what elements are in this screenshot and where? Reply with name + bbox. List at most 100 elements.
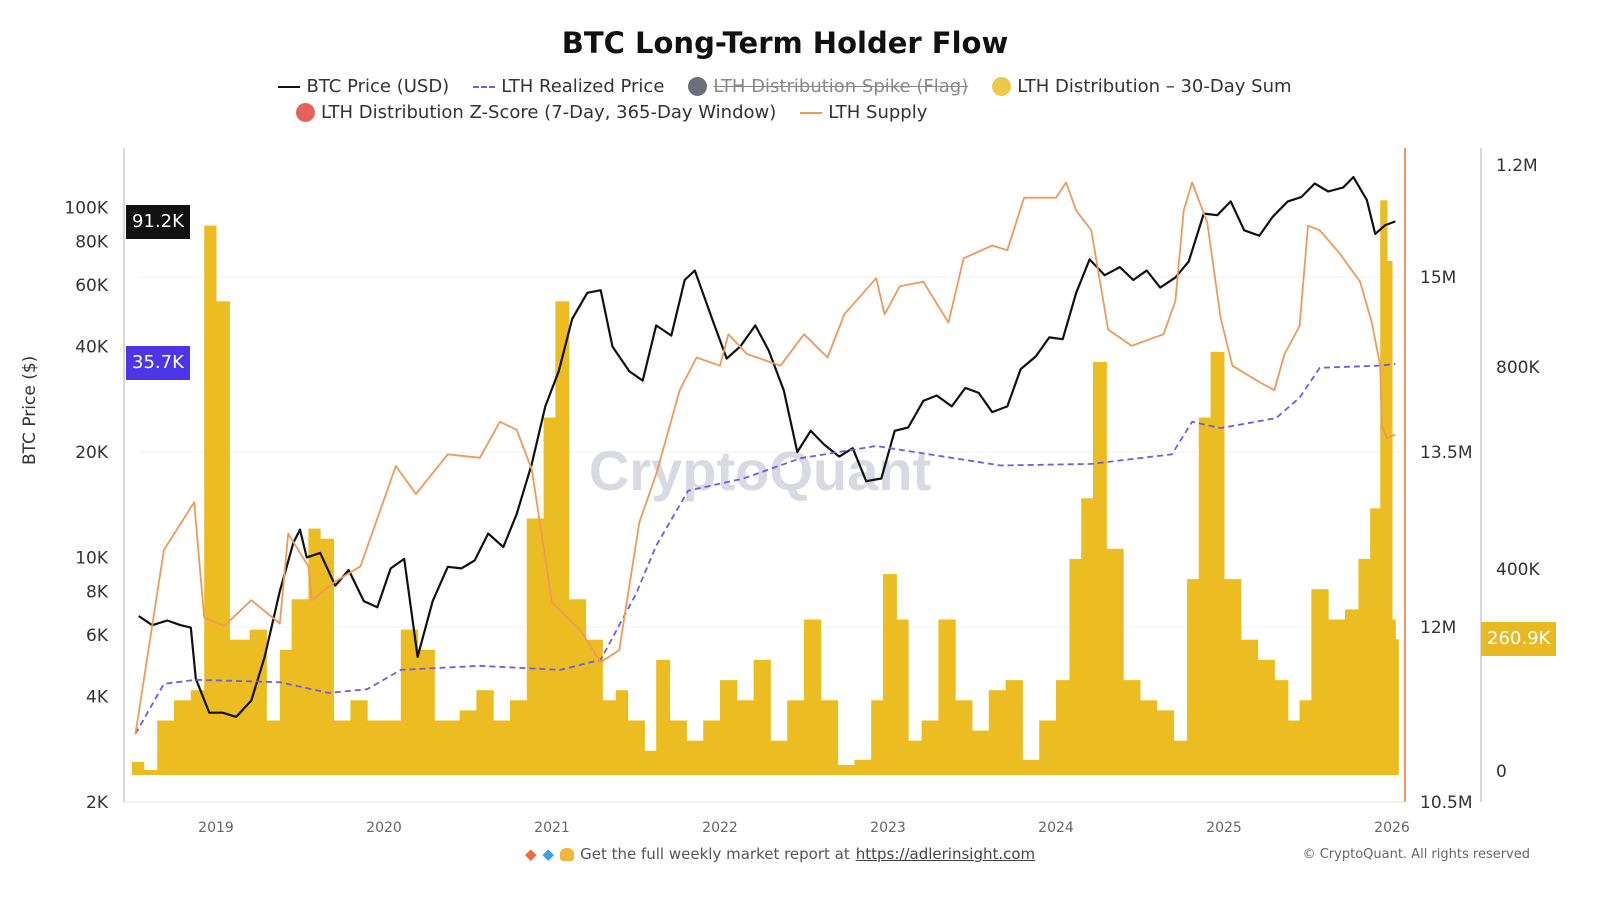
distribution-bar: [669, 720, 687, 775]
distribution-bar: [820, 700, 839, 775]
supply-tick-label: 13.5M: [1420, 443, 1473, 463]
distribution-bar: [1210, 351, 1225, 775]
distribution-bar: [174, 700, 192, 775]
distribution-bar: [459, 710, 477, 775]
distribution-bar: [384, 720, 402, 775]
price-tick-label: 80K: [75, 232, 109, 252]
legend-label: BTC Price (USD): [306, 76, 450, 97]
distribution-bar: [988, 690, 1007, 775]
distribution-bar: [543, 417, 556, 775]
distribution-bar: [837, 764, 855, 775]
distribution-bar: [132, 761, 145, 775]
orange-diamond-icon: ◆: [525, 845, 537, 863]
supply-tick-label: 15M: [1420, 268, 1456, 288]
legend-item-lth-supply[interactable]: LTH Supply: [800, 102, 927, 123]
distribution-bar: [1392, 619, 1396, 775]
distribution-bar: [367, 720, 385, 775]
distribution-bar: [204, 225, 217, 776]
footer: ◆ ◆ Get the full weekly market report at…: [525, 845, 1035, 863]
distribution-bar: [753, 659, 771, 775]
supply-tick-label: 12M: [1420, 618, 1456, 638]
distribution-bar: [896, 619, 909, 775]
distribution-last-value-badge: 260.9K: [1481, 622, 1557, 656]
distribution-bar: [1123, 680, 1141, 775]
distribution-bar: [1344, 609, 1359, 775]
distribution-bar: [615, 690, 629, 775]
price-tick-label: 20K: [75, 443, 109, 463]
blue-diamond-icon: ◆: [542, 845, 555, 863]
distribution-bar: [770, 740, 788, 775]
x-tick-label: 2022: [702, 820, 738, 836]
distribution-bar: [1370, 508, 1381, 775]
distribution-bar: [804, 619, 822, 775]
distribution-tick-label: 1.2M: [1496, 156, 1538, 176]
distribution-bar: [157, 720, 175, 775]
price-tick-label: 100K: [64, 198, 108, 218]
distribution-bar: [320, 538, 335, 775]
realized-price-last-value-badge: 35.7K: [126, 346, 190, 380]
distribution-bar: [350, 700, 368, 775]
distribution-bar: [1005, 680, 1023, 775]
distribution-bar: [1198, 417, 1212, 775]
legend-item-distribution-30d-sum[interactable]: LTH Distribution – 30-Day Sum: [992, 76, 1292, 97]
distribution-bar: [882, 574, 897, 775]
line-swatch-icon: [800, 111, 823, 114]
distribution-bar: [585, 639, 603, 775]
x-tick-label: 2026: [1374, 820, 1410, 836]
distribution-bar: [1358, 558, 1371, 775]
raised-hands-icon: [560, 847, 575, 861]
price-tick-label: 8K: [86, 582, 109, 602]
legend-item-lth-realized-price[interactable]: LTH Realized Price: [473, 76, 664, 97]
price-tick-label: 2K: [86, 793, 109, 813]
distribution-bar: [434, 720, 461, 775]
distribution-bar: [1257, 659, 1275, 775]
distribution-bar: [972, 730, 990, 775]
distribution-bar: [1173, 740, 1188, 775]
distribution-bar: [1240, 639, 1259, 775]
distribution-bar: [1395, 639, 1399, 775]
legend-item-distribution-spike-flag[interactable]: LTH Distribution Spike (Flag): [688, 76, 968, 97]
price-tick-label: 4K: [86, 688, 109, 708]
distribution-bar: [644, 750, 657, 775]
dot-swatch-icon: [992, 77, 1012, 96]
distribution-bar: [1081, 498, 1094, 775]
price-tick-label: 60K: [75, 276, 109, 296]
distribution-bar: [908, 740, 923, 775]
distribution-bar: [656, 659, 671, 775]
distribution-bar: [686, 740, 704, 775]
distribution-bar: [308, 528, 321, 775]
legend-item-distribution-z-score[interactable]: LTH Distribution Z-Score (7-Day, 365-Day…: [296, 102, 776, 123]
distribution-bar: [143, 769, 158, 775]
distribution-bar: [249, 629, 267, 775]
distribution-bar: [1274, 680, 1289, 775]
btc-price-usd--line: [138, 176, 1396, 718]
price-tick-label: 10K: [75, 548, 109, 568]
watermark: CryptoQuant: [589, 439, 931, 502]
x-tick-label: 2019: [198, 820, 234, 836]
distribution-bar: [555, 301, 570, 775]
distribution-bar: [1299, 700, 1312, 775]
x-tick-label: 2024: [1038, 820, 1074, 836]
distribution-tick-label: 800K: [1496, 358, 1540, 378]
legend-label: LTH Supply: [828, 102, 928, 123]
distribution-bar: [417, 649, 435, 775]
distribution-bar: [190, 690, 205, 775]
distribution-bar: [229, 639, 251, 775]
legend-item-btc-price[interactable]: BTC Price (USD): [278, 76, 449, 97]
x-tick-label: 2021: [534, 820, 570, 836]
distribution-bar: [787, 700, 805, 775]
distribution-bar: [1386, 260, 1393, 775]
distribution-bar: [1224, 579, 1242, 775]
distribution-bar: [854, 759, 872, 775]
x-tick-label: 2023: [870, 820, 906, 836]
distribution-bar: [602, 700, 617, 775]
legend-label: LTH Distribution Spike (Flag): [713, 76, 969, 97]
line-swatch-icon: [278, 85, 301, 88]
distribution-bar: [1311, 589, 1329, 775]
distribution-bar: [493, 720, 511, 775]
distribution-bar: [266, 720, 281, 775]
supply-tick-label: 10.5M: [1420, 793, 1473, 813]
dot-swatch-icon: [688, 77, 708, 96]
footer-link[interactable]: https://adlerinsight.com: [855, 845, 1036, 863]
